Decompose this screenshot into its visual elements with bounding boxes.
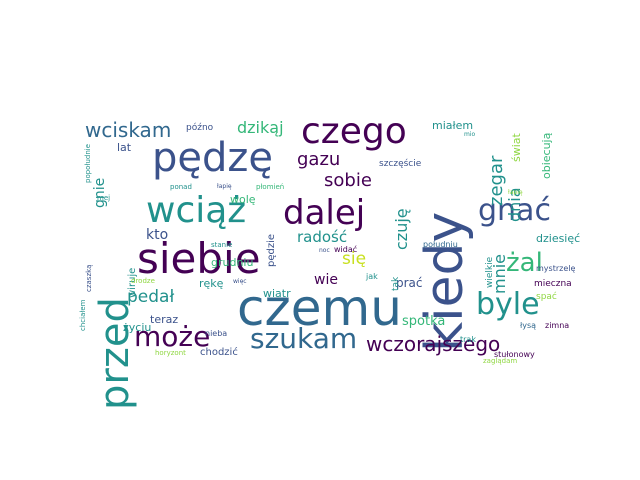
word-widać: widać <box>334 245 358 254</box>
word-horyzont: horyzont <box>155 349 186 357</box>
word-płomień: płomień <box>256 183 285 191</box>
word-przed: przed <box>92 297 138 410</box>
word-noc: noc <box>319 247 330 254</box>
word-kto: kto <box>146 227 169 243</box>
word-prać: prać <box>396 276 423 290</box>
word-łapię: łapię <box>508 189 523 196</box>
word-wielkie: wielkie <box>485 256 495 288</box>
word-dalej: dalej <box>283 193 366 233</box>
word-pedał: pedał <box>127 287 175 307</box>
word-mej: mej <box>97 194 111 202</box>
word-szczęście: szczęście <box>379 159 422 169</box>
word-może: może <box>134 320 211 353</box>
word-szukam: szukam <box>250 322 358 355</box>
word-czuję: czuję <box>392 208 411 250</box>
word-południu: południu <box>423 240 458 249</box>
word-pędzę: pędzę <box>152 135 273 181</box>
word-spotka: spotka <box>402 314 446 329</box>
word-drodze: drodze <box>131 277 155 285</box>
word-dziesięć: dziesięć <box>536 232 581 245</box>
word-teraz: teraz <box>150 313 179 326</box>
word-sobie: sobie <box>324 170 372 191</box>
word-zimna: zimna <box>545 321 570 330</box>
word-żal: żal <box>506 248 543 278</box>
word-trak: trak <box>460 335 476 344</box>
word-późno: późno <box>186 123 214 133</box>
word-stułonowy: stułonowy <box>494 350 535 359</box>
word-gnać: gnać <box>478 193 551 228</box>
word-miałem: miałem <box>432 119 474 132</box>
word-ponad: ponad <box>170 183 192 191</box>
word-rękę: rękę <box>199 277 224 290</box>
word-mio: mio <box>464 131 476 138</box>
word-popołudnie: popołudnie <box>84 143 92 183</box>
word-wczorajszego: wczorajszego <box>366 332 501 356</box>
word-świat: świat <box>510 133 523 162</box>
word-byle: byle <box>476 287 540 322</box>
word-wie: wie <box>314 272 338 288</box>
word-czemu: czemu <box>237 279 402 337</box>
word-nieba: nieba <box>205 329 228 338</box>
word-zegar: zegar <box>486 155 507 206</box>
word-się: się <box>342 249 367 269</box>
word-czaszką: czaszką <box>85 264 93 292</box>
word-gnie: gnie <box>92 177 108 208</box>
word-wiatr: wiatr <box>263 287 291 300</box>
word-wciskam: wciskam <box>85 118 172 142</box>
word-mieczna: mieczna <box>534 279 572 289</box>
word-chodzić: chodzić <box>200 347 238 358</box>
word-spać: spać <box>536 292 557 302</box>
word-tak: tak <box>391 276 401 291</box>
word-łapię: łapię <box>217 183 232 190</box>
word-kiedy: kiedy <box>415 211 475 352</box>
word-więc: więc <box>233 278 247 285</box>
word-jak: jak <box>366 272 378 281</box>
word-lat: lat <box>117 141 132 154</box>
word-wciąż: wciąż <box>146 190 247 231</box>
word-radość: radość <box>297 228 348 246</box>
word-obiecują: obiecują <box>540 132 553 179</box>
word-życiu: życiu <box>123 321 152 334</box>
word-dzikąj: dzikąj <box>237 118 284 137</box>
word-stanie: stanie <box>211 241 233 249</box>
word-wolę: wolę <box>230 193 256 206</box>
word-pędzie: pędzie <box>266 233 277 267</box>
word-mystrzelę: mystrzelę <box>536 264 576 273</box>
word-zaglądam: zaglądam <box>483 357 518 365</box>
word-łysą: łysą <box>520 321 537 330</box>
word-siebie: siebie <box>137 234 261 283</box>
word-chciałem: chciałem <box>79 299 87 331</box>
word-gazu: gazu <box>297 149 341 170</box>
word-czego: czego <box>301 111 407 152</box>
word-grudniu: grudniu <box>211 256 254 269</box>
